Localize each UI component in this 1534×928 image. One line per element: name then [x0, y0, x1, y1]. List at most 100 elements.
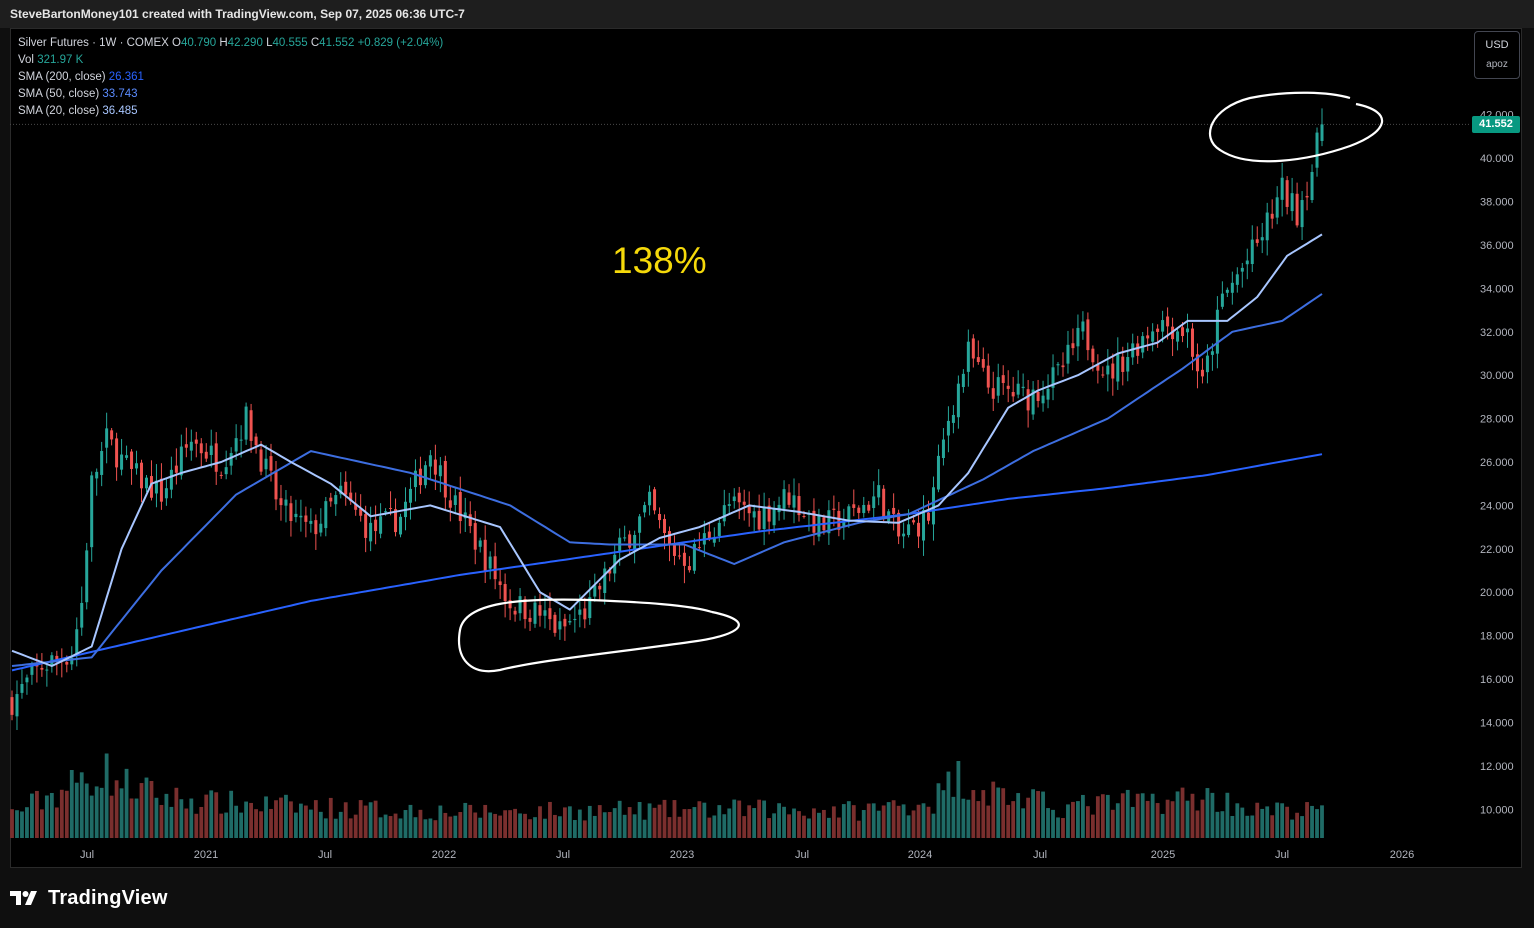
- candle-body: [976, 357, 980, 363]
- time-tick-label: 2021: [194, 849, 218, 861]
- volume-bar: [946, 771, 951, 838]
- candle-body: [667, 531, 671, 546]
- ohlc-low: 40.555: [272, 37, 308, 49]
- volume-bar: [79, 772, 84, 838]
- percent-gain-annotation: 138%: [612, 240, 707, 281]
- candle-body: [448, 500, 452, 508]
- volume-bar: [627, 807, 632, 838]
- volume-bar: [383, 814, 388, 838]
- volume-bar: [1095, 796, 1100, 838]
- candle-body: [917, 522, 921, 537]
- volume-bar: [264, 796, 268, 838]
- volume-bar: [64, 790, 69, 838]
- candle-body: [508, 600, 512, 609]
- candle-body: [1200, 369, 1204, 377]
- candle-body: [897, 512, 901, 537]
- candle-body: [1156, 328, 1160, 332]
- candle-body: [523, 599, 527, 620]
- volume-bar: [836, 817, 841, 838]
- currency-selector[interactable]: USD apoz: [1474, 31, 1520, 79]
- volume-bar: [318, 811, 323, 838]
- candle-body: [144, 477, 148, 489]
- volume-bar: [463, 802, 468, 838]
- volume-bar: [1125, 789, 1130, 838]
- volume-bar: [647, 803, 652, 838]
- candle-body: [653, 489, 657, 511]
- time-tick-label: Jul: [318, 849, 332, 861]
- volume-bar: [184, 808, 189, 838]
- candle-body: [1026, 389, 1030, 411]
- symbol-name[interactable]: Silver Futures · 1W · COMEX: [18, 37, 169, 49]
- volume-bar: [1031, 789, 1036, 838]
- candle-body: [394, 509, 398, 533]
- sma50-label: SMA (50, close): [18, 88, 100, 100]
- candle-body: [304, 515, 308, 522]
- candle-body: [408, 488, 412, 503]
- volume-bar: [468, 804, 473, 838]
- volume-bar: [637, 801, 642, 838]
- candle-body: [732, 496, 736, 502]
- volume-bar: [727, 808, 732, 838]
- candle-body: [762, 507, 766, 530]
- volume-bar: [886, 802, 891, 838]
- volume-bar: [1280, 803, 1285, 838]
- candle-body: [25, 677, 29, 683]
- volume-bar: [20, 811, 24, 838]
- candle-body: [284, 499, 288, 506]
- volume-bar: [214, 792, 219, 838]
- candle-body: [1001, 375, 1005, 383]
- candle-body: [279, 498, 283, 506]
- price-tick-label: 30.000: [1480, 370, 1514, 382]
- candle-body: [349, 492, 353, 502]
- volume-bar: [991, 781, 996, 838]
- time-tick-label: 2026: [1390, 849, 1414, 861]
- candle-body: [299, 515, 303, 518]
- candle-body: [100, 451, 104, 475]
- volume-bar: [692, 807, 697, 838]
- volume-bar: [607, 812, 612, 838]
- legend-sma20-row[interactable]: SMA (20, close) 36.485: [18, 103, 443, 120]
- candle-body: [209, 445, 213, 455]
- legend-sma50-row[interactable]: SMA (50, close) 33.743: [18, 86, 443, 103]
- time-tick-label: Jul: [1033, 849, 1047, 861]
- candle-body: [842, 520, 846, 528]
- volume-bar: [1145, 800, 1150, 838]
- chart-area[interactable]: [10, 28, 1522, 868]
- volume-bar: [956, 760, 961, 838]
- candle-body: [1006, 385, 1010, 389]
- volume-bar: [503, 810, 508, 838]
- candle-body: [643, 505, 647, 513]
- candle-body: [1245, 260, 1249, 265]
- candle-body: [747, 505, 751, 514]
- volume-bar: [1185, 800, 1190, 838]
- volume-bar: [672, 800, 677, 838]
- volume-bar: [896, 805, 901, 838]
- candle-body: [384, 511, 388, 513]
- legend-sma200-row[interactable]: SMA (200, close) 26.361: [18, 69, 443, 86]
- volume-bar: [54, 807, 59, 838]
- volume-bar: [861, 810, 866, 838]
- candle-body: [583, 608, 587, 620]
- legend-volume-row[interactable]: Vol 321.97 K: [18, 52, 443, 69]
- candle-body: [832, 508, 836, 510]
- time-tick-label: 2025: [1151, 849, 1175, 861]
- volume-bar: [622, 814, 627, 838]
- volume-bar: [229, 790, 234, 838]
- candle-body: [438, 465, 442, 477]
- volume-bar: [114, 780, 119, 838]
- volume-bar: [1051, 809, 1055, 838]
- volume-bar: [1190, 793, 1195, 838]
- candle-body: [274, 470, 278, 500]
- volume-bar: [403, 810, 408, 838]
- candle-body: [633, 534, 637, 550]
- candle-body: [40, 667, 44, 670]
- volume-bar: [592, 815, 597, 838]
- candle-body: [1260, 237, 1264, 241]
- volume-bar: [308, 809, 313, 838]
- volume-bar: [1085, 806, 1090, 838]
- candle-body: [1101, 374, 1105, 376]
- volume-bar: [25, 807, 29, 838]
- candle-body: [344, 481, 348, 495]
- candle-body: [1036, 391, 1040, 401]
